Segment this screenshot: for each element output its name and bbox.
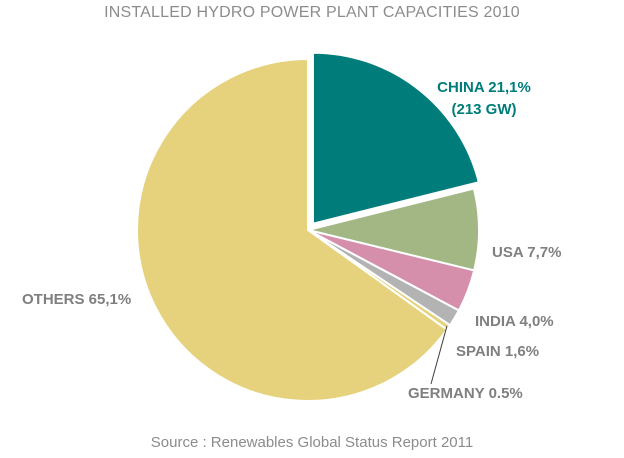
pie-slice-china (311, 51, 481, 225)
chart-source: Source : Renewables Global Status Report… (150, 434, 474, 451)
pie-slice-others (136, 57, 449, 402)
data-label-line: SPAIN 1,6% (456, 343, 539, 360)
data-label-line: OTHERS 65,1% (22, 291, 131, 308)
data-label-line: USA 7,7% (492, 244, 561, 261)
data-label-line: (213 GW) (451, 101, 516, 118)
data-label-usa: USA 7,7% (492, 244, 561, 261)
data-label-india: INDIA 4,0% (475, 313, 554, 330)
data-label-line: GERMANY 0.5% (408, 385, 523, 402)
chart-title: INSTALLED HYDRO POWER PLANT CAPACITIES 2… (104, 4, 520, 21)
data-label-line: INDIA 4,0% (475, 313, 554, 330)
data-label-line: CHINA 21,1% (437, 79, 531, 96)
data-label-others: OTHERS 65,1% (22, 291, 131, 308)
data-label-china: CHINA 21,1% (213 GW) (437, 79, 531, 118)
data-label-spain: SPAIN 1,6% (456, 343, 539, 360)
leader-line-germany (430, 326, 448, 385)
data-label-germany: GERMANY 0.5% (408, 385, 523, 402)
